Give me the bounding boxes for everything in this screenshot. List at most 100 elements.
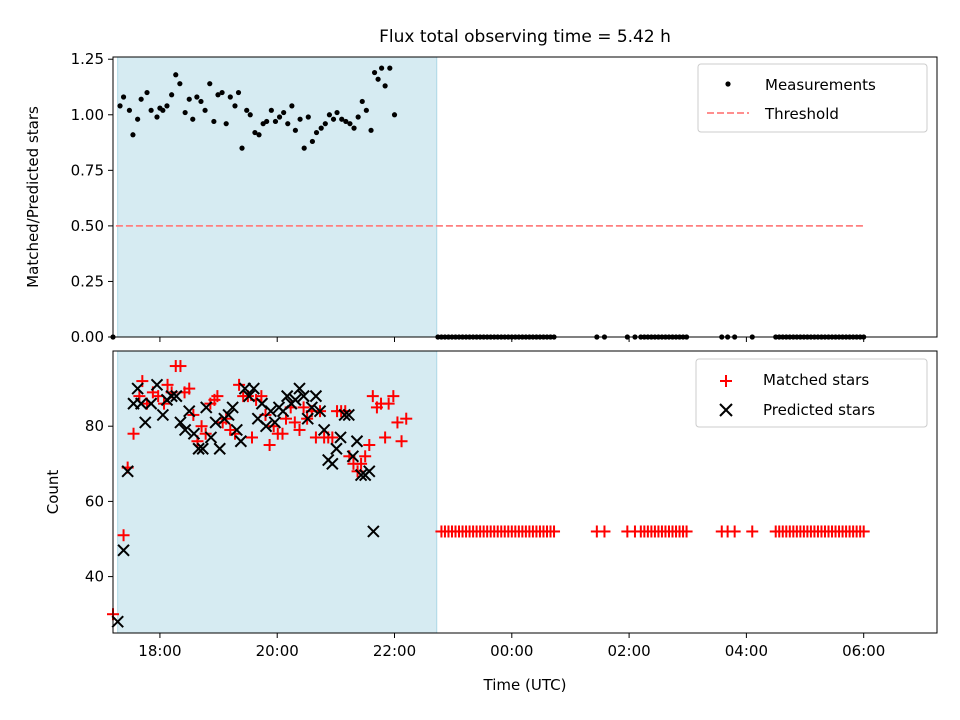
x-tick-label: 04:00 [725,642,768,660]
matched-point [379,431,392,444]
measurement-point [285,121,291,127]
measurement-point [339,116,345,122]
measurement-point [173,72,179,78]
matched-point [728,525,741,538]
matched-point [174,360,187,373]
y-tick-label: 60 [85,492,104,510]
count-shaded-region [117,350,438,634]
measurement-point [272,118,279,125]
measurement-point [276,114,283,120]
predicted-point [204,431,218,444]
matched-point [382,397,395,410]
x-tick-label: 18:00 [138,642,181,660]
predicted-point [350,435,364,448]
predicted-point [209,416,222,429]
predicted-point [334,431,347,444]
predicted-point [226,401,239,414]
measurement-point [223,121,229,127]
measurement-point [318,125,324,131]
measurement-point [330,116,337,122]
matched-point [400,412,413,425]
count-markers [107,360,870,628]
measurement-point [322,121,328,127]
measurement-point [382,83,388,89]
measurement-point [186,96,192,102]
measurement-point [268,107,274,113]
matched-point [680,525,693,538]
measurement-point [164,103,170,109]
matched-point [211,390,224,403]
predicted-point [234,435,248,448]
predicted-point [131,382,144,395]
measurement-point [391,112,398,118]
y-tick-label: 0.00 [71,328,104,346]
predicted-point [305,401,319,414]
legend-matched-label: Matched stars [763,371,869,389]
matched-point [598,525,611,538]
measurement-point [211,118,217,125]
predicted-point [156,408,170,422]
predicted-point [326,457,339,471]
predicted-point [297,389,310,403]
count-y-axis: 40 60 80 [85,417,113,586]
ratio-x-axis [159,337,865,342]
x-tick-label: 06:00 [842,642,885,660]
predicted-point [213,442,226,455]
predicted-point [238,382,252,395]
measurement-point [309,138,316,145]
matched-point [293,423,306,436]
measurement-point [292,127,298,133]
ratio-y-axis: 0.00 0.25 0.50 0.75 1.00 1.25 [71,50,113,346]
y-tick-label: 0.25 [71,272,104,290]
measurement-point [227,94,233,100]
measurement-point [297,116,303,122]
matched-point [161,378,174,391]
predicted-point [200,401,213,414]
ratio-shaded-region [117,56,438,338]
matched-point [199,427,212,440]
matched-point [326,431,339,444]
predicted-point [178,423,192,437]
ratio-plot-frame [112,56,938,338]
predicted-point [259,419,273,433]
matched-point [363,439,376,451]
predicted-point [134,397,148,410]
measurement-point [148,107,154,113]
matched-point [195,420,208,433]
measurement-point [194,94,200,100]
measurement-point [244,107,250,113]
measurement-point [363,107,369,113]
x-tick-label: 00:00 [490,642,533,660]
measurement-point [264,118,270,125]
predicted-point [222,408,235,422]
count-x-axis: 18:00 20:00 22:00 00:00 02:00 04:00 06:00 [138,633,885,660]
measurement-point [326,112,333,118]
predicted-point [289,393,302,407]
measurement-point [138,96,144,102]
predicted-point [117,544,130,557]
legend-threshold-label: Threshold [764,105,839,123]
predicted-point [144,397,158,410]
predicted-point [192,442,205,455]
matched-point [228,427,241,440]
y-tick-label: 1.25 [71,50,104,68]
count-legend: Matched stars Predicted stars [695,358,928,428]
matched-point [359,450,372,463]
measurement-point [371,69,378,76]
measurement-point [313,129,320,136]
measurement-point [207,81,213,87]
measurement-point [130,132,136,138]
predicted-point [111,615,124,628]
ratio-legend: Measurements Threshold [697,63,928,133]
predicted-point [338,408,351,422]
measurement-point [368,127,374,133]
matched-point [288,416,301,429]
matched-point [746,525,759,538]
predicted-point [268,416,282,429]
measurement-point [289,103,295,109]
predicted-point [342,408,355,422]
legend-matched-marker [720,375,732,387]
predicted-point [121,465,134,478]
measurement-point [301,145,307,151]
